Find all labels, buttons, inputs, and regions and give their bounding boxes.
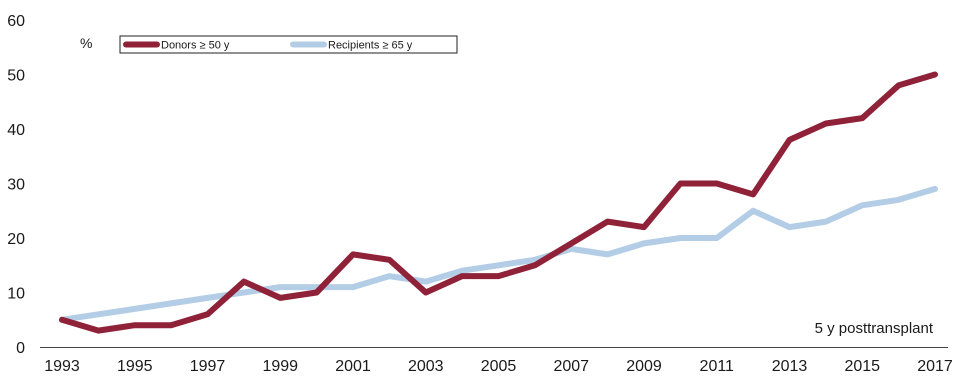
x-tick-label: 2011 <box>700 358 735 375</box>
y-tick-label: 50 <box>7 68 25 85</box>
x-tick-label: 2001 <box>335 358 371 375</box>
series-line-recipients <box>59 185 938 323</box>
x-tick-label: 2009 <box>626 358 662 375</box>
x-tick-label: 2015 <box>844 358 880 375</box>
legend: Donors ≥ 50 y Recipients ≥ 65 y <box>119 35 458 54</box>
y-tick-label: 0 <box>16 340 25 357</box>
y-axis: 0 10 20 30 40 50 60 <box>7 13 25 357</box>
x-tick-label: 1997 <box>190 358 226 375</box>
series-layer <box>59 71 938 334</box>
x-tick-label: 2003 <box>408 358 444 375</box>
y-unit-label: % <box>80 35 92 51</box>
x-tick-label: 1995 <box>117 358 153 375</box>
x-tick-label: 2005 <box>481 358 517 375</box>
x-axis: 1993 1995 1997 1999 2001 2003 2005 2007 2009 2011… <box>40 347 953 375</box>
y-tick-label: 30 <box>7 177 25 194</box>
series-line-donors <box>59 71 938 334</box>
y-tick-label: 10 <box>7 286 25 303</box>
y-tick-label: 40 <box>7 122 25 139</box>
x-tick-label: 1993 <box>44 358 80 375</box>
x-tick-label: 2013 <box>772 358 808 375</box>
legend-label-recipients: Recipients ≥ 65 y <box>328 40 413 52</box>
legend-box <box>119 35 458 54</box>
x-tick-label: 2007 <box>553 358 589 375</box>
x-tick-label: 1999 <box>262 358 298 375</box>
posttransplant-annotation: 5 y posttransplant <box>815 320 934 337</box>
y-tick-label: 60 <box>7 13 25 30</box>
legend-label-donors: Donors ≥ 50 y <box>161 40 230 52</box>
x-tick-label: 2017 <box>917 358 953 375</box>
y-tick-label: 20 <box>7 231 25 248</box>
